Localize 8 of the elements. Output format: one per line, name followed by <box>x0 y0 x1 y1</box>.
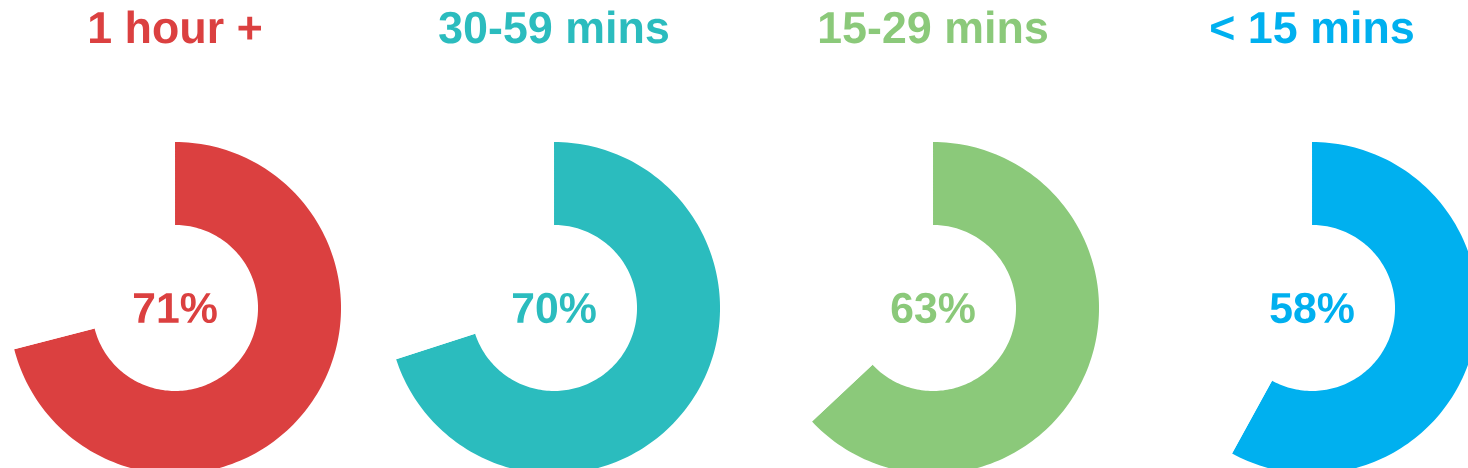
text: 58% <box>1270 292 1354 324</box>
chart-title: < 15 mins <box>1211 10 1413 44</box>
chart-title: 1 hour + <box>90 10 261 44</box>
chart-title: 15-29 mins <box>819 10 1047 44</box>
text: 71% <box>133 292 217 324</box>
text: 63% <box>891 292 975 324</box>
chart-title: 30-59 mins <box>439 10 668 44</box>
text: 70% <box>512 292 596 324</box>
